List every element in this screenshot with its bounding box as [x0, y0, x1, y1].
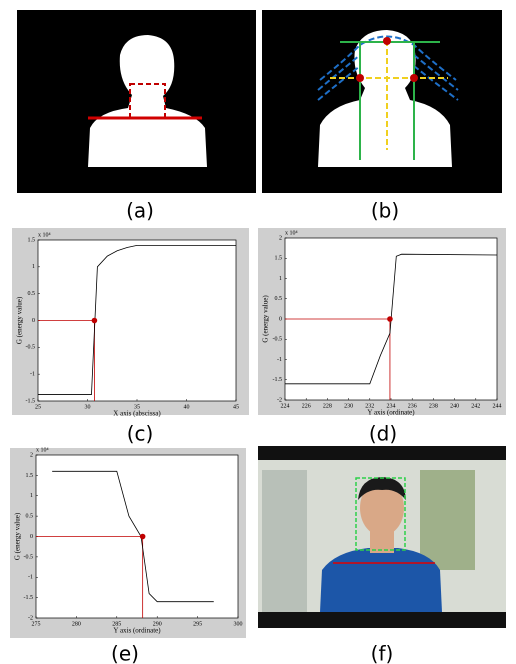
- y-tick-label: 1: [30, 493, 33, 499]
- x-tick-label: 280: [72, 621, 81, 627]
- x-tick-label: 30: [85, 404, 91, 410]
- y-axis-label: G (energy value): [16, 296, 24, 344]
- x-tick-label: 244: [493, 403, 502, 409]
- y-tick-label: 0.5: [28, 291, 36, 297]
- y-tick-label: 2: [279, 235, 282, 241]
- x-tick-label: 226: [302, 403, 311, 409]
- x-tick-label: 228: [323, 403, 332, 409]
- x-tick-label: 25: [35, 404, 41, 410]
- silhouette-image-b: [262, 10, 502, 193]
- figure: (a)(b)(c)(d)(e)(f)2530354045-1.5-1-0.500…: [0, 0, 516, 664]
- x-tick-label: 240: [450, 403, 459, 409]
- marker-point: [92, 318, 98, 324]
- y-tick-label: -0.5: [26, 345, 36, 351]
- panel-label: (b): [371, 199, 399, 223]
- panel-label: (a): [126, 199, 154, 223]
- y-tick-label: -1.5: [26, 398, 36, 404]
- silhouette-image-a: [17, 10, 256, 193]
- marker-point: [140, 534, 146, 540]
- x-tick-label: 238: [429, 403, 438, 409]
- exponent-label: x 10⁴: [38, 232, 51, 238]
- x-tick-label: 45: [233, 404, 239, 410]
- y-tick-label: 0.5: [275, 296, 283, 302]
- y-tick-label: 1: [279, 276, 282, 282]
- x-tick-label: 295: [193, 621, 202, 627]
- y-tick-label: -1.5: [273, 377, 283, 383]
- exponent-label: x 10⁴: [36, 447, 49, 453]
- y-tick-label: -1: [28, 575, 33, 581]
- x-axis-label: X axis (abscissa): [113, 410, 161, 418]
- panel-label: (e): [111, 642, 139, 664]
- y-tick-label: 1.5: [28, 237, 36, 243]
- x-tick-label: 224: [281, 403, 290, 409]
- y-tick-label: 0: [279, 316, 282, 322]
- x-tick-label: 300: [234, 621, 243, 627]
- y-axis-label: G (energy value): [14, 512, 22, 560]
- x-axis-label: Y axis (ordinate): [367, 409, 415, 417]
- y-tick-label: -1: [30, 372, 35, 378]
- y-tick-label: 0.5: [26, 514, 34, 520]
- x-axis-label: Y axis (ordinate): [113, 627, 161, 635]
- y-tick-label: -2: [277, 397, 282, 403]
- panel-label: (d): [369, 422, 397, 446]
- photo-image-f: [258, 446, 506, 628]
- marker-point: [387, 316, 393, 322]
- y-tick-label: 1: [32, 264, 35, 270]
- x-tick-label: 242: [471, 403, 480, 409]
- x-tick-label: 230: [344, 403, 353, 409]
- y-tick-label: 2: [30, 452, 33, 458]
- y-axis-label: G (energy value): [262, 295, 270, 343]
- y-tick-label: -1: [277, 357, 282, 363]
- x-tick-label: 40: [184, 404, 190, 410]
- y-tick-label: -0.5: [24, 554, 34, 560]
- y-tick-label: 0: [30, 534, 33, 540]
- panel-label: (f): [371, 642, 394, 664]
- y-tick-label: 0: [32, 318, 35, 324]
- y-tick-label: -1.5: [24, 595, 34, 601]
- y-tick-label: -2: [28, 615, 33, 621]
- y-tick-label: 1.5: [26, 473, 34, 479]
- y-tick-label: 1.5: [275, 256, 283, 262]
- exponent-label: x 10⁴: [285, 230, 298, 236]
- y-tick-label: -0.5: [273, 337, 283, 343]
- panel-label: (c): [127, 422, 154, 446]
- x-tick-label: 275: [32, 621, 41, 627]
